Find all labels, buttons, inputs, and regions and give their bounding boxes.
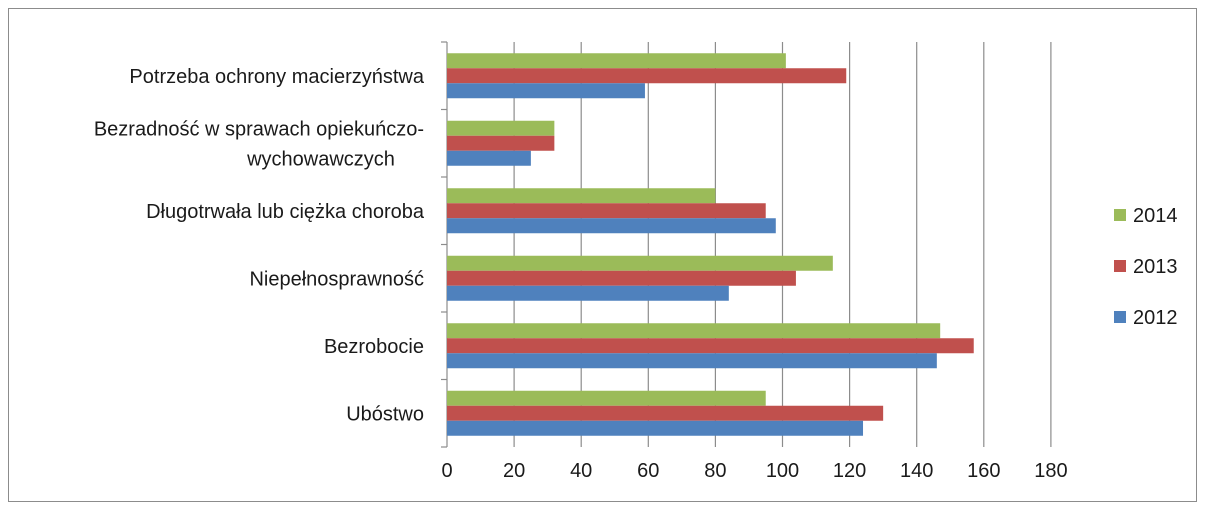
bar-2012: [447, 150, 531, 166]
bar-2014: [447, 390, 766, 406]
bar-2013: [447, 68, 847, 84]
legend-label: 2013: [1133, 256, 1178, 278]
bar-2012: [447, 420, 864, 436]
bar-2014: [447, 188, 716, 204]
bar-2014: [447, 255, 833, 271]
x-tick-label: 120: [833, 460, 866, 482]
x-tick-label: 40: [570, 460, 592, 482]
bar-2013: [447, 338, 974, 354]
category-label: Bezrobocie: [324, 336, 424, 358]
legend-label: 2012: [1133, 307, 1178, 329]
legend-label: 2014: [1133, 205, 1178, 227]
bar-2012: [447, 83, 645, 99]
category-label: Bezradność w sprawach opiekuńczo-: [94, 118, 424, 140]
bar-2013: [447, 405, 884, 421]
category-label: Potrzeba ochrony macierzyństwa: [129, 66, 424, 88]
legend-swatch-2013: [1114, 260, 1126, 272]
x-tick-label: 60: [637, 460, 659, 482]
bar-2014: [447, 323, 941, 339]
bar-2013: [447, 203, 766, 219]
bar-2014: [447, 120, 555, 136]
bar-2013: [447, 135, 555, 151]
bar-2014: [447, 53, 786, 69]
x-tick-label: 0: [441, 460, 452, 482]
bar-2012: [447, 218, 776, 234]
x-tick-label: 140: [900, 460, 933, 482]
bar-2012: [447, 353, 937, 369]
bar-2013: [447, 270, 796, 286]
category-label: Długotrwała lub ciężka choroba: [146, 201, 425, 223]
x-tick-label: 20: [503, 460, 525, 482]
category-label: Niepełnosprawność: [249, 268, 424, 290]
x-tick-label: 160: [967, 460, 1000, 482]
legend-swatch-2014: [1114, 209, 1126, 221]
bar-2012: [447, 285, 729, 301]
legend-swatch-2012: [1114, 311, 1126, 323]
category-label: wychowawczych: [246, 148, 395, 170]
x-tick-label: 180: [1034, 460, 1067, 482]
x-tick-label: 80: [704, 460, 726, 482]
category-label: Ubóstwo: [346, 403, 424, 425]
x-tick-label: 100: [766, 460, 799, 482]
